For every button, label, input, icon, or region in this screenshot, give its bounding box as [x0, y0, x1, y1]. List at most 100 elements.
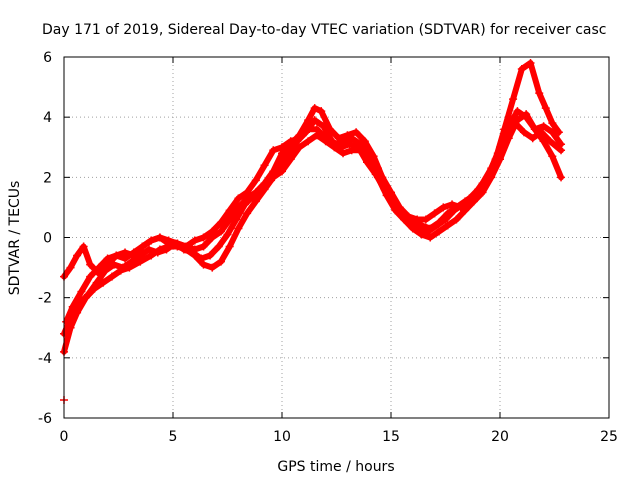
data-point — [450, 206, 459, 215]
data-point — [118, 263, 127, 272]
data-point — [541, 104, 550, 113]
data-point — [511, 119, 520, 128]
data-point — [214, 242, 223, 251]
data-point — [371, 170, 380, 179]
data-series — [60, 110, 566, 356]
data-point — [284, 149, 293, 158]
data-point — [352, 128, 361, 137]
data-point — [275, 161, 284, 170]
data-point — [528, 134, 537, 143]
data-point — [278, 143, 286, 152]
data-point — [439, 203, 448, 212]
data-point — [345, 140, 354, 149]
data-point — [530, 125, 539, 134]
data-point — [312, 125, 321, 134]
data-point — [86, 260, 95, 269]
chart-title: Day 171 of 2019, Sidereal Day-to-day VTE… — [42, 22, 606, 38]
y-axis-label: SDTVAR / TECUs — [7, 181, 23, 296]
data-point — [310, 104, 319, 113]
data-point — [75, 299, 84, 308]
series-layer — [60, 59, 566, 404]
data-point — [107, 272, 116, 281]
data-point — [197, 254, 206, 263]
data-point — [83, 290, 92, 299]
data-point — [397, 209, 406, 218]
data-point — [304, 137, 313, 146]
series-line — [63, 108, 564, 325]
data-point — [66, 314, 75, 323]
data-point — [526, 59, 535, 68]
data-point — [319, 122, 328, 131]
data-point — [147, 236, 156, 245]
data-point — [79, 242, 88, 251]
data-point — [171, 239, 180, 248]
data-point — [365, 149, 374, 158]
data-point — [216, 218, 225, 227]
data-point — [225, 242, 234, 251]
x-tick-label: 25 — [600, 429, 618, 445]
series-line — [61, 60, 562, 280]
y-tick-label: 2 — [43, 170, 52, 186]
data-point — [199, 260, 208, 269]
data-point — [258, 182, 267, 191]
x-tick-label: 5 — [169, 429, 178, 445]
data-point — [73, 251, 82, 260]
data-point — [339, 149, 348, 158]
data-point — [145, 245, 154, 254]
data-point — [234, 194, 243, 203]
data-point — [179, 245, 188, 254]
y-tick-label: -4 — [38, 351, 52, 367]
data-point — [223, 230, 232, 239]
data-point — [389, 197, 398, 206]
data-point — [208, 227, 217, 236]
data-point — [493, 149, 502, 158]
y-tick-label: 0 — [43, 231, 52, 247]
data-point — [406, 218, 415, 227]
data-point — [557, 173, 566, 182]
data-point — [461, 206, 470, 215]
data-point — [208, 263, 217, 272]
data-point — [190, 236, 199, 245]
data-point — [249, 191, 258, 200]
ticks — [63, 56, 610, 419]
data-point — [519, 128, 528, 137]
data-point — [127, 257, 136, 266]
data-point — [347, 134, 356, 143]
data-point — [363, 158, 372, 167]
data-point — [373, 164, 382, 173]
data-point — [112, 251, 121, 260]
data-point — [421, 215, 430, 224]
data-point — [243, 209, 252, 218]
x-tick-label: 15 — [382, 429, 400, 445]
data-point — [92, 278, 101, 287]
data-point — [129, 248, 138, 257]
data-point — [216, 257, 225, 266]
data-point — [103, 254, 112, 263]
data-point — [243, 188, 252, 197]
data-point — [110, 260, 119, 269]
data-point — [557, 146, 566, 155]
data-point — [301, 128, 310, 137]
data-point — [251, 197, 260, 206]
data-point — [328, 137, 337, 146]
data-point — [360, 137, 369, 146]
tick-labels: 0 5 10 15 20 25 -6 -4 -2 0 2 4 6 — [38, 50, 618, 445]
y-tick-label: 4 — [43, 110, 52, 126]
data-point — [234, 224, 243, 233]
data-point — [310, 116, 319, 125]
data-point — [162, 245, 171, 254]
data-point — [121, 254, 130, 263]
y-tick-label: -2 — [38, 291, 52, 307]
data-point — [443, 221, 452, 230]
data-point — [441, 215, 450, 224]
data-series — [60, 116, 566, 338]
data-point — [522, 113, 531, 122]
grid — [64, 57, 609, 418]
data-point — [432, 221, 441, 230]
series-line — [61, 111, 564, 355]
data-point — [153, 248, 162, 257]
data-point — [86, 272, 95, 281]
data-point — [240, 200, 249, 209]
data-point — [548, 128, 557, 137]
data-point — [548, 119, 557, 128]
